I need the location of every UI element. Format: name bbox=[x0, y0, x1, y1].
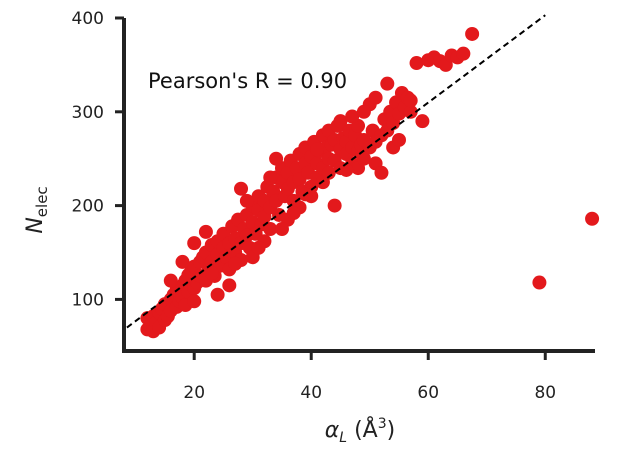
y-tick-label: 200 bbox=[72, 197, 104, 217]
x-axis-unit-close: ) bbox=[387, 418, 396, 443]
data-point bbox=[403, 93, 418, 108]
data-point bbox=[345, 109, 360, 124]
data-point bbox=[339, 162, 354, 177]
data-point bbox=[198, 224, 213, 239]
data-point bbox=[239, 193, 254, 208]
pearson-annotation: Pearson's R = 0.90 bbox=[148, 69, 347, 93]
x-tick-label: 80 bbox=[534, 383, 556, 403]
x-axis-symbol: α bbox=[325, 418, 340, 443]
data-point bbox=[356, 151, 371, 166]
data-point bbox=[274, 222, 289, 237]
data-point bbox=[415, 114, 430, 129]
axis-ticks: 20 40 60 80 100 200 300 400 bbox=[72, 9, 557, 403]
data-points bbox=[140, 26, 600, 339]
data-point bbox=[465, 26, 480, 41]
data-point bbox=[269, 151, 284, 166]
data-point bbox=[321, 165, 336, 180]
data-point bbox=[175, 254, 190, 269]
data-point bbox=[222, 278, 237, 293]
data-point bbox=[263, 222, 278, 237]
data-point bbox=[532, 275, 547, 290]
x-axis-unit-sup: 3 bbox=[378, 416, 387, 432]
data-point bbox=[286, 206, 301, 221]
data-point bbox=[391, 132, 406, 147]
reference-line bbox=[126, 14, 546, 329]
data-point bbox=[228, 256, 243, 271]
x-axis-unit: (Å bbox=[347, 416, 378, 443]
data-point bbox=[310, 142, 325, 157]
data-point bbox=[403, 104, 418, 119]
x-axis-subscript: L bbox=[339, 430, 347, 446]
x-axis-title: αL (Å3) bbox=[325, 416, 395, 446]
data-point bbox=[163, 273, 178, 288]
y-axis-title: Nelec bbox=[23, 186, 51, 233]
data-point bbox=[356, 104, 371, 119]
data-point bbox=[234, 181, 249, 196]
data-point bbox=[585, 211, 600, 226]
data-point bbox=[327, 198, 342, 213]
data-point bbox=[333, 114, 348, 129]
y-tick-label: 300 bbox=[72, 103, 104, 123]
data-point bbox=[368, 90, 383, 105]
data-point bbox=[187, 294, 202, 309]
data-point bbox=[204, 266, 219, 281]
data-point bbox=[374, 165, 389, 180]
x-tick-label: 20 bbox=[183, 383, 205, 403]
data-point bbox=[456, 46, 471, 61]
x-tick-label: 60 bbox=[417, 383, 439, 403]
x-tick-label: 40 bbox=[300, 383, 322, 403]
data-point bbox=[409, 56, 424, 71]
data-point bbox=[187, 236, 202, 251]
y-tick-label: 400 bbox=[72, 9, 104, 29]
data-point bbox=[210, 287, 225, 302]
y-axis-subscript: elec bbox=[33, 186, 51, 217]
y-axis-symbol: N bbox=[23, 217, 48, 233]
data-point bbox=[263, 170, 278, 185]
data-point bbox=[380, 76, 395, 91]
y-tick-label: 100 bbox=[72, 290, 104, 310]
data-point bbox=[251, 240, 266, 255]
